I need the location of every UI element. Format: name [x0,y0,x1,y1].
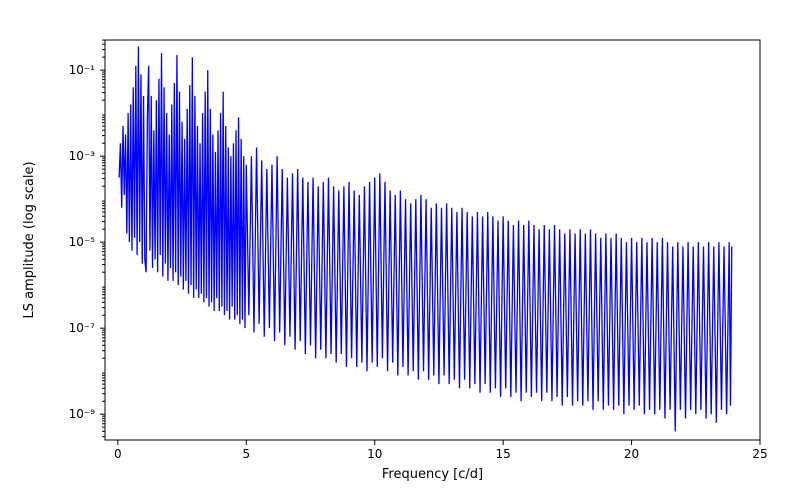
y-tick-label: 10⁻¹ [69,63,96,77]
y-axis-label: LS amplitude (log scale) [22,161,37,318]
x-tick-label: 0 [114,447,122,461]
x-tick-label: 20 [624,447,639,461]
x-axis-label: Frequency [c/d] [382,467,483,482]
y-tick-label: 10⁻⁷ [69,321,96,335]
y-tick-label: 10⁻⁵ [69,235,96,249]
x-tick-label: 10 [367,447,382,461]
y-tick-label: 10⁻⁹ [69,407,96,421]
chart-container: 0 5 10 15 20 25 10⁻⁹ 10⁻⁷ 10⁻⁵ 10⁻³ 10⁻¹ Frequency … [0,0,800,500]
x-tick-label: 5 [242,447,250,461]
x-tick-label: 25 [752,447,767,461]
x-tick-label: 15 [495,447,510,461]
y-tick-label: 10⁻³ [69,149,96,163]
periodogram-chart: 0 5 10 15 20 25 10⁻⁹ 10⁻⁷ 10⁻⁵ 10⁻³ 10⁻¹ Frequency … [0,0,800,500]
